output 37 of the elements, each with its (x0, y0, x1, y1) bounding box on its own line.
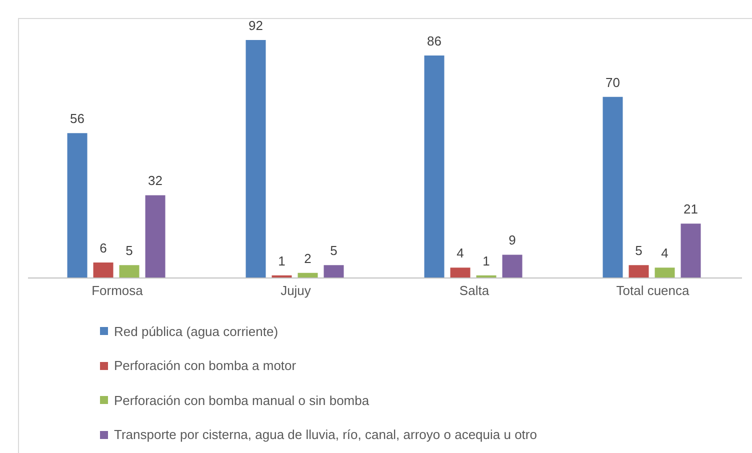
data-label: 1 (278, 253, 286, 268)
data-label: 21 (684, 202, 698, 217)
bar (450, 268, 470, 278)
data-label: 4 (456, 246, 464, 261)
bar (119, 265, 140, 278)
data-label: 5 (635, 243, 642, 258)
x-tick-label: Total cuenca (616, 283, 690, 298)
data-label: 9 (508, 232, 516, 248)
bar (654, 268, 675, 278)
x-tick-label: Salta (459, 283, 490, 298)
data-label: 86 (427, 34, 442, 49)
data-label: 70 (606, 74, 620, 90)
data-label: 5 (126, 243, 133, 258)
legend-label: Perforación con bomba a motor (114, 358, 296, 374)
bar (628, 265, 649, 278)
bar (246, 40, 266, 278)
data-label: 6 (100, 240, 107, 256)
data-label: 4 (661, 246, 668, 261)
data-label: 92 (248, 18, 264, 33)
bar (67, 133, 88, 278)
data-label: 2 (304, 250, 312, 266)
bar (424, 56, 444, 278)
x-tick-label: Formosa (92, 283, 144, 298)
data-label: 5 (330, 243, 338, 258)
bar (93, 262, 114, 278)
bar (145, 195, 166, 278)
data-label: 1 (482, 253, 490, 268)
bar (680, 224, 701, 278)
data-label: 56 (70, 111, 85, 126)
bar (502, 254, 522, 278)
legend-label: Transporte por cisterna, agua de lluvia, río, canal, arroyo o acequia u otro (114, 427, 537, 442)
legend-label: Red pública (agua corriente) (114, 324, 278, 339)
bar (602, 96, 623, 278)
x-tick-label: Jujuy (280, 283, 312, 298)
data-label: 32 (148, 173, 163, 188)
legend-label: Perforación con bomba manual o sin bomba (114, 392, 370, 408)
bar (324, 265, 344, 278)
